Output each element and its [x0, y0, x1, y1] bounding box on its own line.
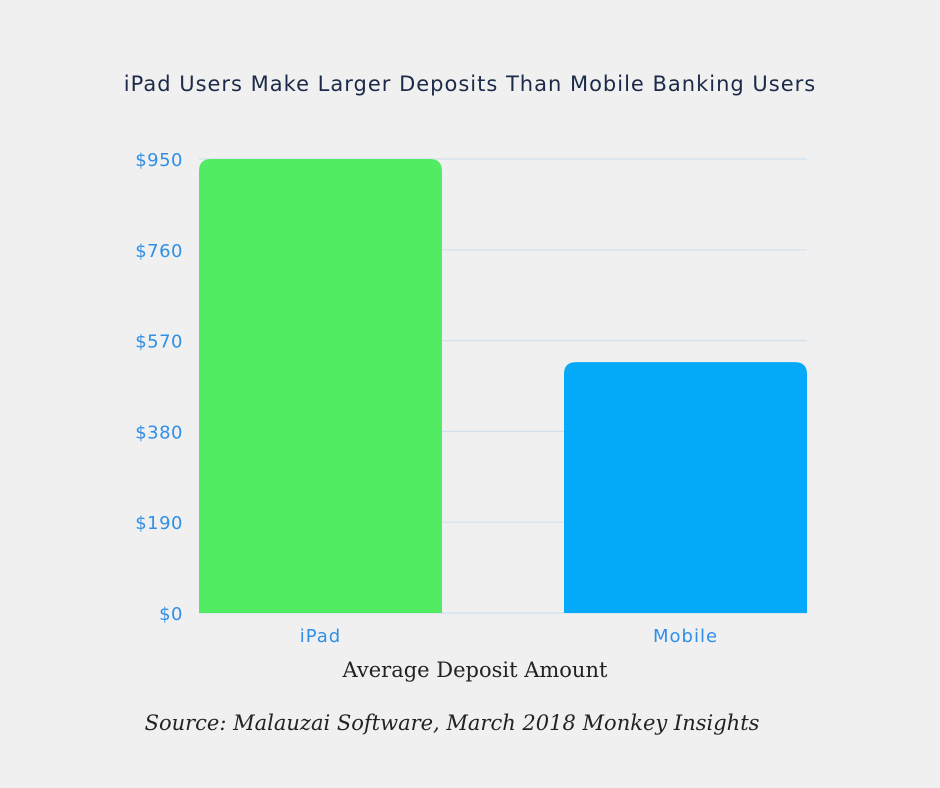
bar-ipad — [199, 159, 442, 613]
y-tick-label: $0 — [159, 604, 183, 625]
y-tick-label: $760 — [135, 241, 183, 262]
x-axis-ticks: iPad Mobile — [300, 626, 718, 647]
y-axis-ticks: $0 $190 $380 $570 $760 $950 — [135, 150, 183, 625]
source-note: Source: Malauzai Software, March 2018 Mo… — [144, 711, 760, 735]
bar-mobile — [564, 362, 807, 613]
x-tick-label: iPad — [300, 626, 342, 647]
y-tick-label: $190 — [135, 513, 183, 534]
y-tick-label: $950 — [135, 150, 183, 171]
x-axis-label: Average Deposit Amount — [342, 658, 608, 682]
x-tick-label: Mobile — [653, 626, 718, 647]
chart-title: iPad Users Make Larger Deposits Than Mob… — [123, 72, 817, 96]
bars — [199, 159, 807, 613]
y-tick-label: $380 — [135, 422, 183, 443]
y-tick-label: $570 — [135, 332, 183, 353]
